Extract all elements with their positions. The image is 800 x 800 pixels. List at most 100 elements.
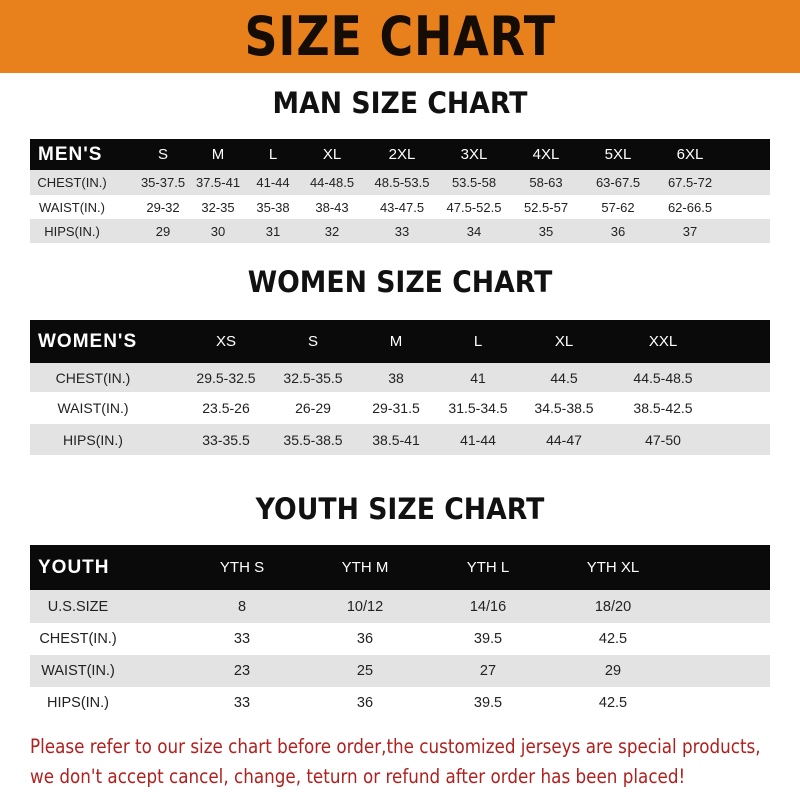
notice-line-2: we don't accept cancel, change, teturn o…: [30, 765, 686, 788]
row-label: HIPS(IN.): [44, 223, 100, 239]
size-header: YTH M: [341, 559, 389, 576]
measurement-cell: 44.5-48.5: [633, 369, 693, 386]
measurement-cell: 41-44: [460, 431, 496, 448]
measurement-cell: 48.5-53.5: [374, 175, 430, 190]
measurement-cell: 53.5-58: [451, 175, 497, 190]
measurement-cell: 33-35.5: [202, 431, 250, 448]
notice-line-1: Please refer to our size chart before or…: [30, 735, 761, 758]
size-header: S: [307, 333, 319, 350]
measurement-cell: 38.5-41: [372, 431, 420, 448]
men-chart-title: MAN SIZE CHART: [272, 86, 528, 120]
measurement-cell: 29: [604, 663, 622, 679]
table-row: U.S.SIZE 8 10/12 14/16 18/20: [30, 590, 770, 623]
measurement-cell: 35.5-38.5: [283, 431, 343, 448]
women-size-table: WOMEN'S XS S M L XL XXL CHEST(IN.) 29.5-32.5 32.5…: [30, 320, 770, 455]
measurement-cell: 44-48.5: [309, 175, 355, 190]
measurement-cell: 67.5-72: [667, 175, 713, 190]
measurement-cell: 23.5-26: [202, 400, 250, 416]
header-row: YOUTH YTH S YTH M YTH L YTH XL: [30, 545, 770, 590]
measurement-cell: 29.5-32.5: [196, 369, 256, 386]
measurement-cell: 43-47.5: [379, 199, 425, 215]
table-row: CHEST(IN.) 29.5-32.5 32.5-35.5 38 41 44.5 44.5…: [30, 363, 770, 392]
size-header: XS: [215, 333, 237, 350]
measurement-cell: 63-67.5: [595, 175, 641, 190]
measurement-cell: 18/20: [594, 598, 632, 615]
row-label: CHEST(IN.): [39, 631, 117, 647]
measurement-cell: 58-63: [529, 175, 563, 190]
table-row: HIPS(IN.) 33-35.5 35.5-38.5 38.5-41 41-44 44-…: [30, 424, 770, 455]
measurement-cell: 36: [610, 223, 626, 239]
measurement-cell: 52.5-57: [523, 199, 569, 215]
size-header: L: [268, 146, 278, 163]
men-size-table: MEN'S S M L XL 2XL 3XL 4XL 5XL 6XL CHEST(IN.) 35-37…: [30, 139, 770, 243]
table-row: HIPS(IN.) 29 30 31 32 33 34 35 36 37: [30, 219, 770, 243]
row-label: CHEST(IN.): [37, 175, 107, 190]
women-chart-title: WOMEN SIZE CHART: [247, 265, 553, 299]
table-row: WAIST(IN.) 23.5-26 26-29 29-31.5 31.5-34.5 34…: [30, 392, 770, 424]
row-label: CHEST(IN.): [55, 369, 131, 386]
banner-title: SIZE CHART: [244, 5, 556, 68]
row-label: WAIST(IN.): [41, 663, 115, 679]
measurement-cell: 8: [237, 598, 247, 615]
size-chart-banner: SIZE CHART: [0, 0, 800, 73]
size-header: 3XL: [460, 146, 488, 163]
size-header: YTH XL: [586, 559, 640, 576]
youth-chart-title: YOUTH SIZE CHART: [255, 492, 545, 526]
measurement-cell: 39.5: [473, 695, 503, 711]
row-label: HIPS(IN.): [46, 695, 110, 711]
measurement-cell: 32.5-35.5: [283, 369, 343, 386]
row-label: HIPS(IN.): [63, 431, 123, 448]
measurement-cell: 39.5: [473, 631, 503, 647]
size-header: XL: [554, 333, 574, 350]
measurement-cell: 31: [265, 223, 281, 239]
size-header: M: [211, 146, 225, 163]
measurement-cell: 35-38: [256, 199, 290, 215]
size-header: XXL: [648, 333, 678, 350]
table-heading: YOUTH: [38, 556, 110, 578]
size-header: XL: [322, 146, 342, 163]
measurement-cell: 31.5-34.5: [448, 400, 508, 416]
table-heading: MEN'S: [38, 143, 103, 165]
measurement-cell: 44.5: [550, 369, 578, 386]
measurement-cell: 37.5-41: [195, 175, 241, 190]
measurement-cell: 29-31.5: [372, 400, 420, 416]
row-label: U.S.SIZE: [47, 598, 109, 615]
measurement-cell: 26-29: [295, 400, 331, 416]
measurement-cell: 34: [466, 223, 482, 239]
measurement-cell: 37: [682, 223, 698, 239]
size-header: YTH L: [466, 559, 510, 576]
row-label: WAIST(IN.): [57, 400, 129, 416]
measurement-cell: 38.5-42.5: [633, 400, 693, 416]
measurement-cell: 47-50: [645, 431, 681, 448]
size-header: S: [157, 146, 169, 163]
measurement-cell: 29-32: [146, 199, 180, 215]
measurement-cell: 33: [233, 695, 251, 711]
measurement-cell: 27: [479, 663, 497, 679]
measurement-cell: 29: [155, 223, 171, 239]
measurement-cell: 33: [394, 223, 410, 239]
size-header: 5XL: [604, 146, 632, 163]
measurement-cell: 33: [233, 631, 251, 647]
measurement-cell: 44-47: [546, 431, 582, 448]
measurement-cell: 35: [538, 223, 554, 239]
measurement-cell: 47.5-52.5: [446, 199, 502, 215]
measurement-cell: 62-66.5: [667, 199, 713, 215]
measurement-cell: 10/12: [346, 598, 384, 615]
size-header: M: [389, 333, 403, 350]
header-row: WOMEN'S XS S M L XL XXL: [30, 320, 770, 363]
measurement-cell: 42.5: [598, 631, 628, 647]
measurement-cell: 35-37.5: [140, 175, 186, 190]
size-header: 2XL: [388, 146, 416, 163]
table-row: WAIST(IN.) 29-32 32-35 35-38 38-43 43-47.5 47.…: [30, 195, 770, 219]
measurement-cell: 57-62: [601, 199, 635, 215]
measurement-cell: 34.5-38.5: [534, 400, 594, 416]
size-header: YTH S: [219, 559, 265, 576]
table-row: HIPS(IN.) 33 36 39.5 42.5: [30, 687, 770, 719]
measurement-cell: 41-44: [256, 175, 290, 190]
measurement-cell: 30: [210, 223, 226, 239]
measurement-cell: 25: [356, 663, 374, 679]
youth-size-table: YOUTH YTH S YTH M YTH L YTH XL U.S.SIZE 8 10/12…: [30, 545, 770, 719]
table-row: CHEST(IN.) 33 36 39.5 42.5: [30, 623, 770, 655]
measurement-cell: 38-43: [315, 199, 349, 215]
measurement-cell: 32-35: [201, 199, 235, 215]
